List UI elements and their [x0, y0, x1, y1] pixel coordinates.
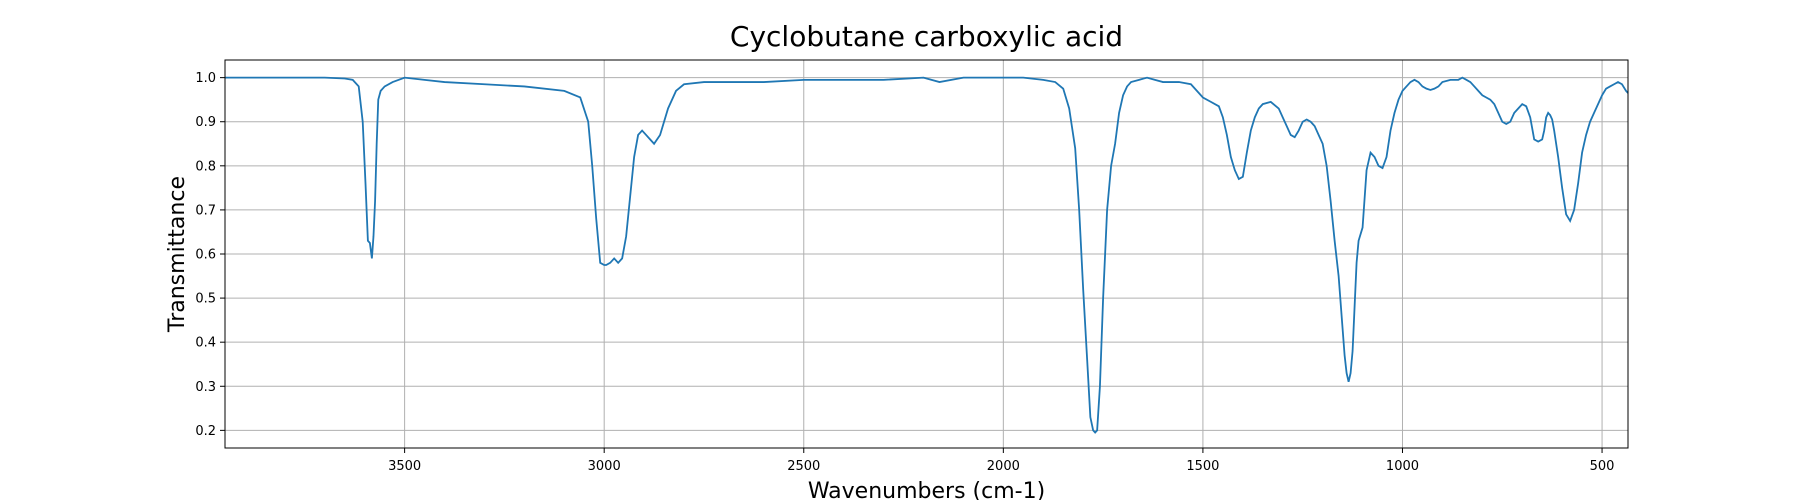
x-tick-label: 3500	[388, 459, 421, 474]
x-axis-ticks: 3500 3000 2500 2000 1500 1000 500	[388, 448, 1614, 474]
y-tick-label: 0.8	[195, 159, 216, 174]
x-tick-label: 500	[1590, 459, 1615, 474]
y-tick-label: 0.7	[195, 203, 216, 218]
y-tick-label: 0.3	[195, 380, 216, 395]
y-tick-label: 0.5	[195, 292, 216, 307]
y-axis-ticks: 0.2 0.3 0.4 0.5 0.6 0.7 0.8 0.9 1.0	[195, 71, 225, 439]
spectrum-line	[225, 76, 1629, 434]
x-tick-label: 2000	[987, 459, 1020, 474]
grid-layer	[225, 60, 1628, 448]
y-tick-label: 0.9	[195, 115, 216, 130]
plot-frame	[224, 59, 1629, 449]
y-axis-label: Transmittance	[165, 176, 190, 333]
chart-title: Cyclobutane carboxylic acid	[730, 20, 1123, 53]
y-tick-label: 0.4	[195, 336, 216, 351]
x-tick-label: 1000	[1386, 459, 1419, 474]
y-tick-label: 0.2	[195, 424, 216, 439]
y-tick-label: 0.6	[195, 248, 216, 263]
y-tick-label: 1.0	[195, 71, 216, 86]
x-axis-label: Wavenumbers (cm-1)	[808, 479, 1045, 500]
x-tick-label: 2500	[787, 459, 820, 474]
x-tick-label: 3000	[588, 459, 621, 474]
x-tick-label: 1500	[1186, 459, 1219, 474]
